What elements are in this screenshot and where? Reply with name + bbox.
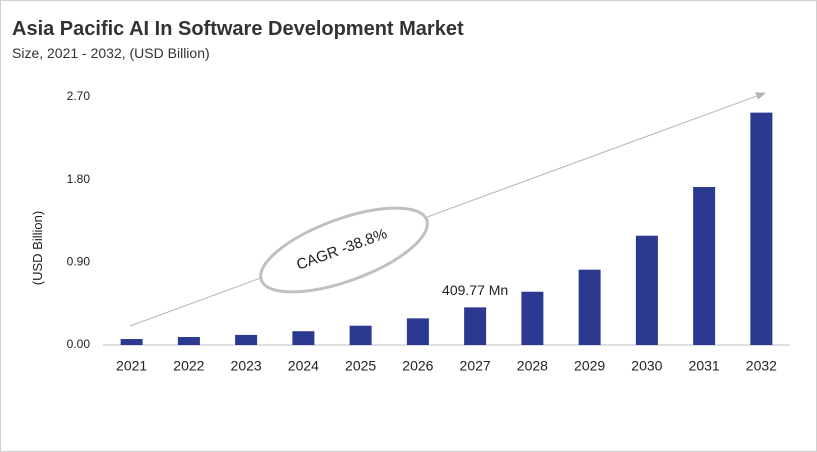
x-tick-label: 2023 — [231, 358, 262, 374]
y-tick-label: 2.70 — [67, 89, 91, 103]
bar — [349, 325, 372, 345]
bar — [578, 269, 601, 345]
x-tick-label: 2029 — [574, 358, 605, 374]
y-tick-label: 1.80 — [67, 172, 91, 186]
x-tick-label: 2030 — [631, 358, 662, 374]
bar — [235, 334, 258, 345]
x-tick-label: 2027 — [460, 358, 491, 374]
bar — [120, 339, 143, 345]
bar — [750, 112, 773, 346]
x-tick-label: 2032 — [746, 358, 777, 374]
x-tick-label: 2025 — [345, 358, 376, 374]
cagr-ellipse — [259, 206, 429, 294]
bar — [177, 337, 200, 345]
chart-subtitle: Size, 2021 - 2032, (USD Billion) — [12, 45, 210, 61]
y-tick-label: 0.90 — [67, 255, 91, 269]
bar — [521, 291, 544, 345]
x-tick-label: 2024 — [288, 358, 319, 374]
bar — [635, 235, 658, 345]
bar — [292, 331, 315, 345]
x-tick-label: 2026 — [402, 358, 433, 374]
y-axis-label: (USD Billion) — [30, 211, 45, 285]
bar — [464, 307, 487, 345]
y-tick-label: 0.00 — [67, 337, 91, 351]
x-tick-label: 2031 — [689, 358, 720, 374]
x-tick-label: 2022 — [173, 358, 204, 374]
data-label: 409.77 Mn — [442, 282, 508, 298]
x-tick-label: 2021 — [116, 358, 147, 374]
bar — [693, 187, 716, 345]
bar — [406, 318, 429, 345]
chart-title: Asia Pacific AI In Software Development … — [12, 18, 464, 40]
x-tick-label: 2028 — [517, 358, 548, 374]
trend-arrow — [129, 92, 766, 327]
